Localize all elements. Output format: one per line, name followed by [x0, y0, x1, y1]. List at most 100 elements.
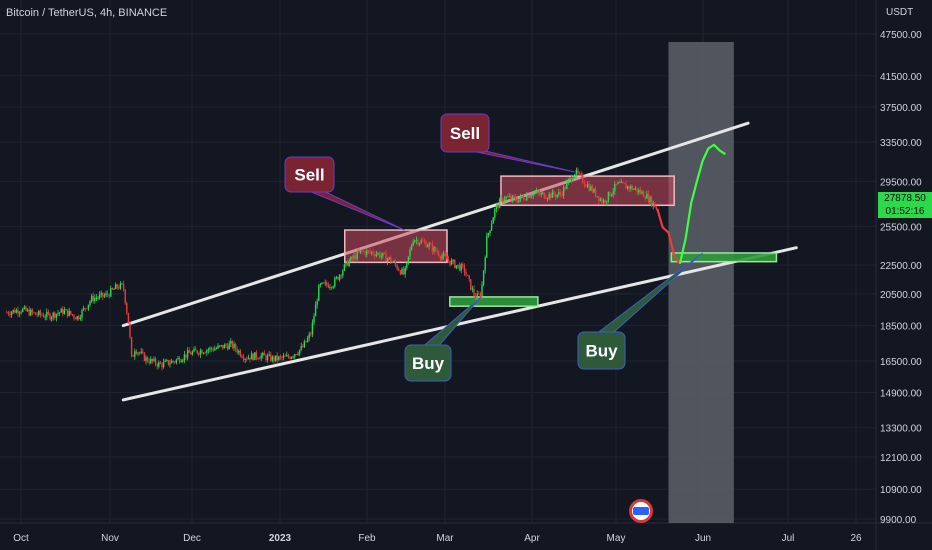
candle-body [583, 182, 586, 185]
candle-body [537, 191, 539, 193]
candle-body [615, 183, 618, 185]
candle-body [620, 181, 622, 183]
candle-body [191, 351, 194, 355]
candle-body [558, 192, 560, 195]
last-price: 27878.50 [884, 193, 926, 204]
candle-body [556, 194, 558, 197]
tradingview-logo-icon[interactable] [629, 499, 653, 523]
candle-body [426, 246, 429, 248]
candle-body [7, 312, 10, 315]
candle-body [246, 359, 248, 360]
candle-body [257, 357, 259, 359]
candle-body [222, 345, 224, 349]
candle-body [601, 198, 603, 203]
candle-body [306, 338, 309, 342]
y-tick-label: 14900.00 [880, 389, 922, 400]
candle-body [204, 352, 206, 354]
candle-body [623, 183, 626, 184]
candle-body [321, 282, 323, 284]
candle-body [260, 355, 262, 359]
candle-body [26, 309, 29, 311]
candle-body [209, 347, 211, 350]
candle-body [370, 252, 373, 253]
candle-body [138, 352, 141, 354]
price-candles [6, 167, 658, 371]
candle-body [153, 358, 155, 362]
candle-body [228, 343, 230, 350]
candle-body [354, 255, 357, 260]
candle-body [17, 309, 19, 314]
candle-body [423, 241, 426, 242]
candle-body [447, 259, 450, 261]
candle-body [588, 184, 590, 191]
candle-body [294, 354, 296, 357]
candle-body [465, 272, 467, 275]
candle-body [137, 352, 139, 354]
candle-body [39, 311, 42, 315]
candle-body [50, 317, 53, 320]
candle-body [436, 251, 438, 253]
candle-body [378, 252, 381, 258]
candle-body [214, 348, 216, 351]
candle-body [399, 270, 402, 275]
candle-body [540, 192, 542, 195]
candle-body [220, 345, 222, 346]
candle-body [612, 191, 614, 195]
candle-body [287, 355, 290, 358]
candle-body [236, 349, 238, 353]
candle-body [297, 353, 299, 355]
x-tick-label: Feb [358, 533, 376, 544]
candle-body [262, 352, 264, 356]
candle-body [289, 357, 291, 359]
candle-body [230, 341, 232, 344]
candle-body [313, 316, 315, 323]
candle-body [60, 308, 62, 313]
candle-body [438, 252, 440, 257]
candle-body [226, 345, 229, 350]
buy-zone [449, 296, 539, 307]
candle-body [351, 256, 354, 259]
candle-body [630, 185, 632, 189]
candle-body [598, 196, 600, 201]
candle-body [337, 277, 339, 280]
candle-body [308, 334, 310, 339]
candle-body [497, 204, 499, 209]
candle-body [210, 347, 213, 350]
candle-body [234, 344, 237, 350]
candle-body [103, 295, 106, 297]
candle-body [148, 361, 150, 364]
candle-body [199, 350, 202, 355]
candle-body [316, 300, 318, 305]
candle-body [76, 316, 78, 320]
candle-body [578, 173, 581, 175]
candle-body [382, 252, 384, 256]
candle-body [164, 360, 166, 362]
candle-body [626, 186, 629, 189]
x-tick-label: Oct [13, 533, 29, 544]
candle-body [409, 249, 411, 257]
callout-box-sell [284, 156, 335, 193]
candle-body [374, 254, 376, 256]
candle-body [255, 352, 258, 358]
candle-body [404, 267, 406, 275]
candle-body [575, 169, 578, 175]
candle-body [231, 341, 234, 348]
candle-body [170, 360, 173, 364]
candle-body [572, 178, 574, 181]
candle-body [73, 315, 75, 318]
candle-body [34, 312, 37, 315]
candle-body [244, 359, 246, 360]
candle-body [183, 354, 186, 360]
projected-drop-line [656, 208, 681, 265]
candle-body [514, 197, 517, 201]
candle-body [415, 239, 418, 241]
candle-body [159, 362, 162, 364]
candle-body [135, 351, 138, 354]
candle-body [178, 357, 181, 363]
candle-body [535, 191, 538, 193]
candle-body [644, 197, 646, 199]
candle-body [526, 195, 528, 201]
candle-body [82, 307, 85, 310]
candle-body [574, 174, 576, 179]
